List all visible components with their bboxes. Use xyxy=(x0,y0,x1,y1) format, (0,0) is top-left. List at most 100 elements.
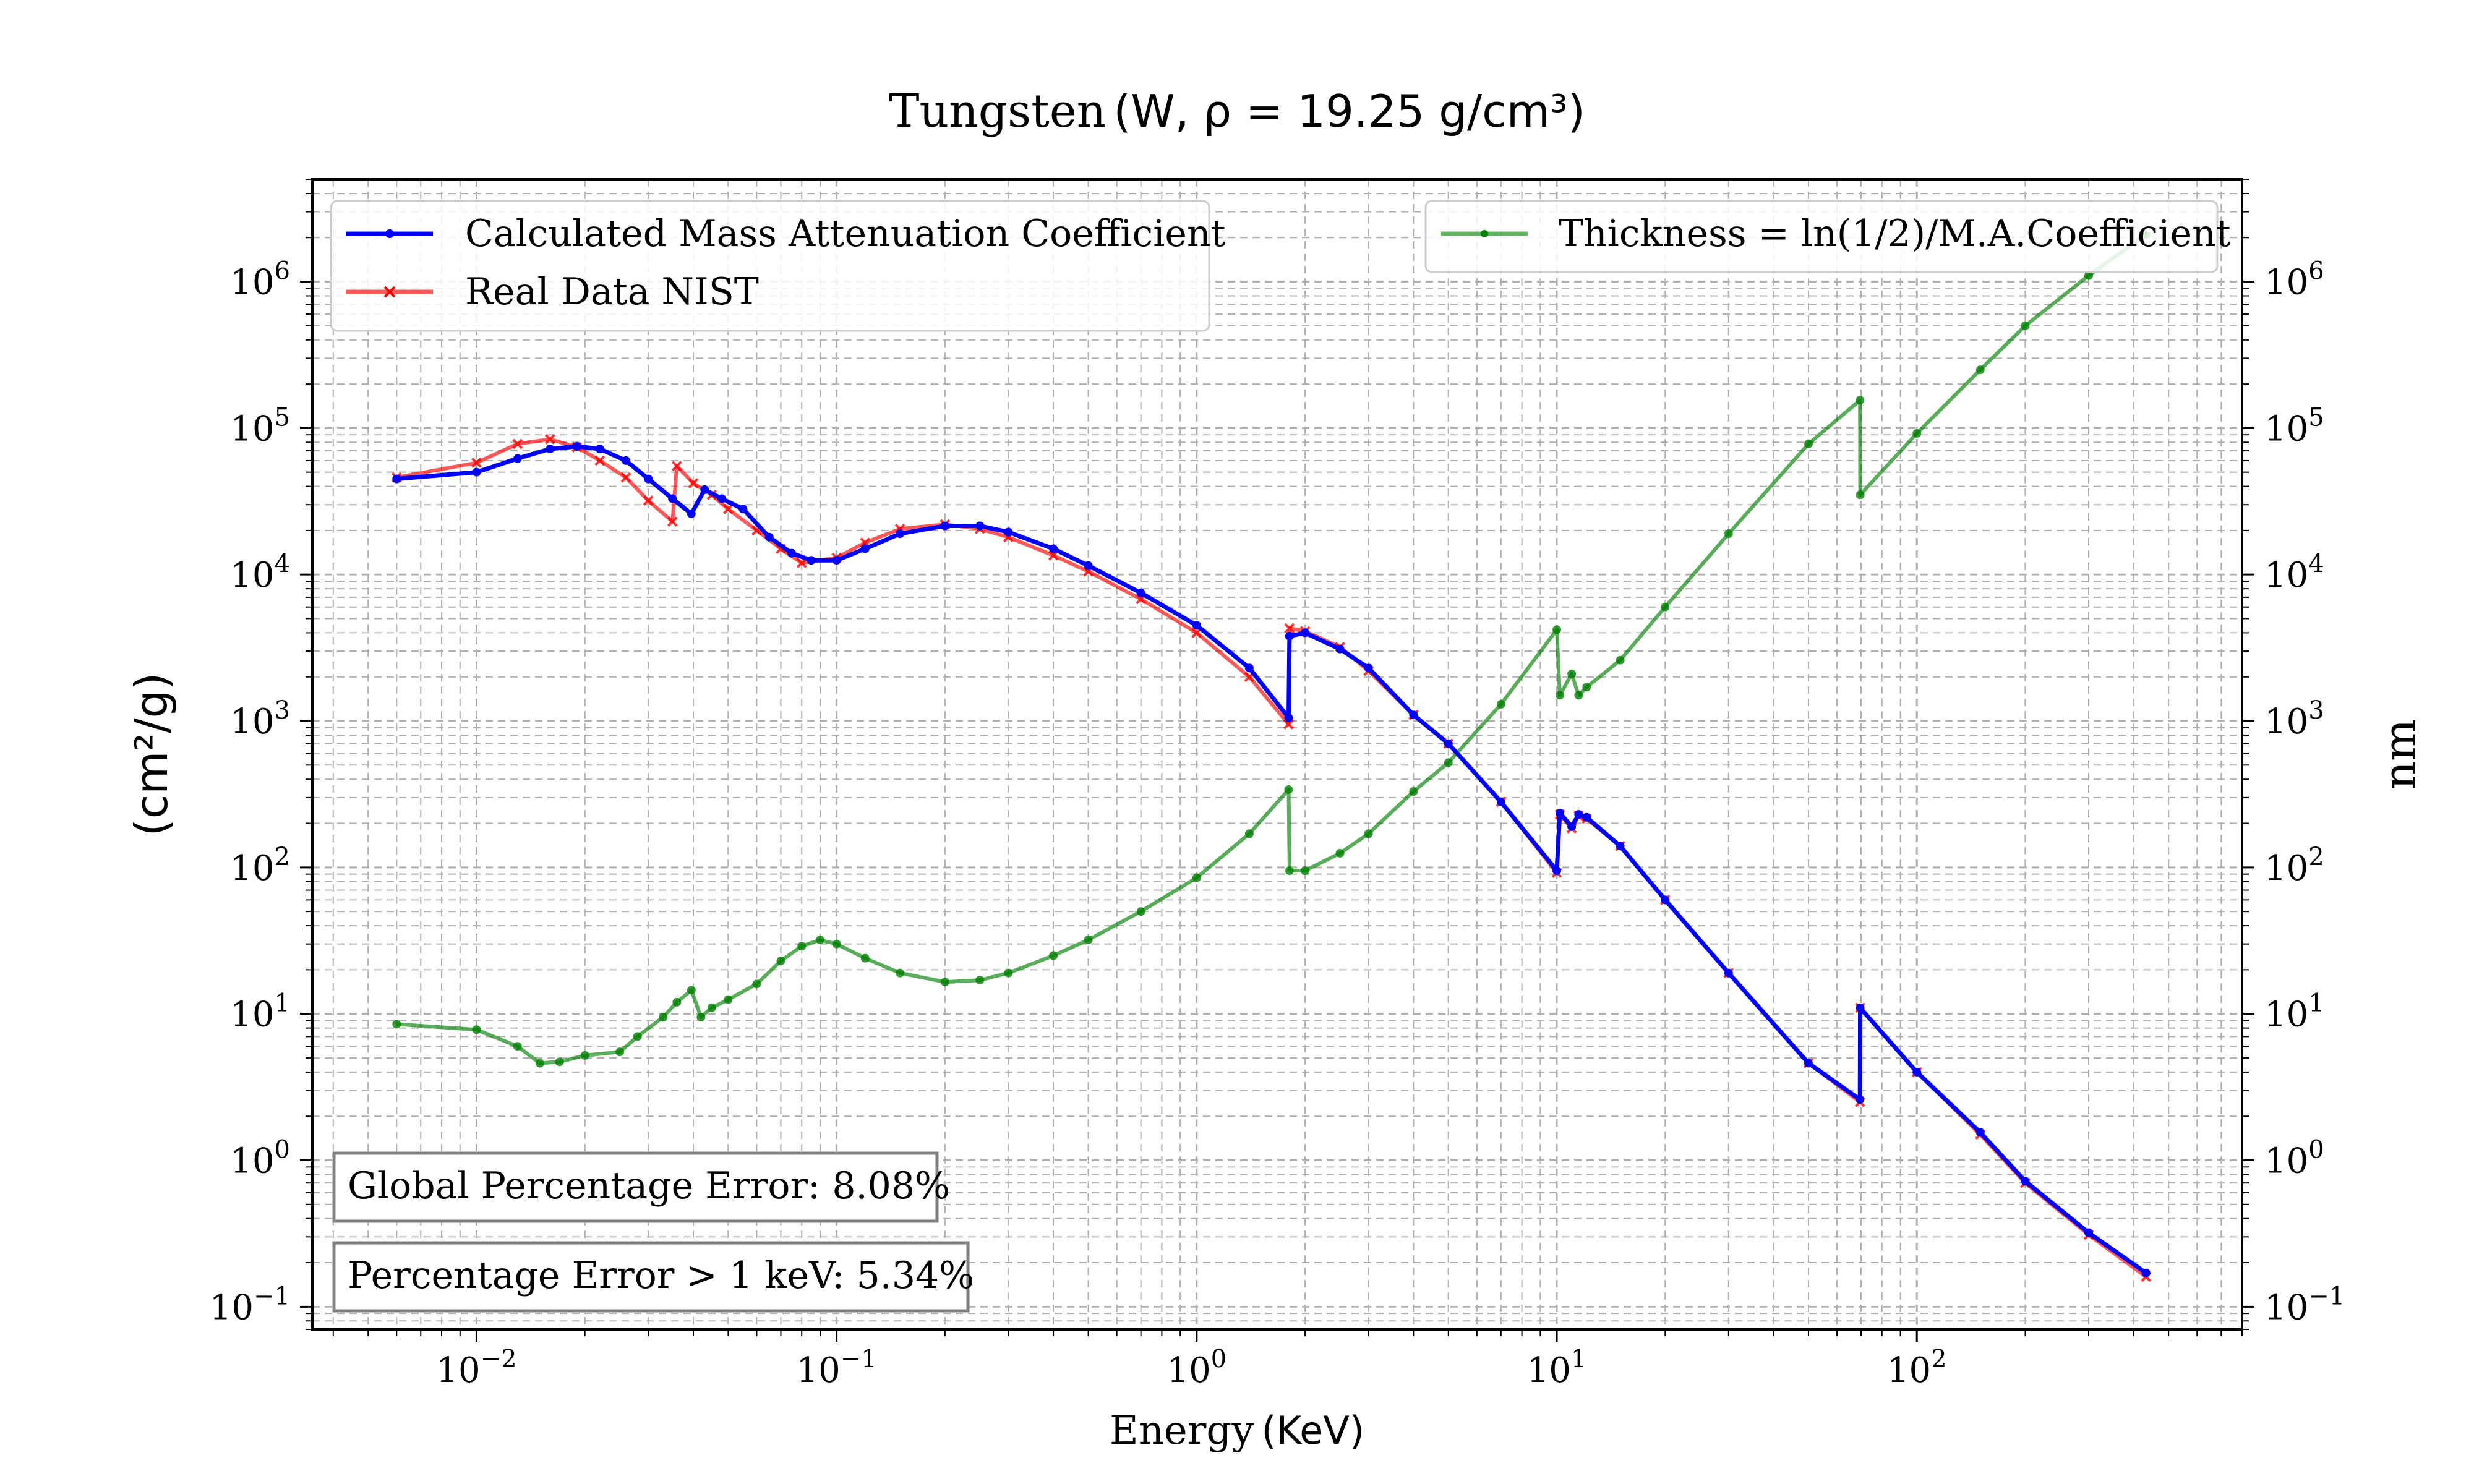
data-point xyxy=(392,474,401,484)
data-point xyxy=(787,548,796,558)
data-point xyxy=(513,454,522,463)
data-point xyxy=(815,936,824,945)
chart-title: Tungsten (W, ρ = 19.25 g/cm³) xyxy=(889,85,1585,138)
y-left-tick-label: 100 xyxy=(230,1135,290,1181)
data-point xyxy=(392,1020,401,1029)
legend-label-thickness: Thickness = ln(1/2)/M.A.Coefficient xyxy=(1559,212,2231,255)
data-point xyxy=(1084,561,1093,570)
data-point xyxy=(1444,758,1453,767)
legend-label-nist: Real Data NIST xyxy=(465,270,759,313)
data-point xyxy=(1301,866,1310,876)
data-point xyxy=(1552,866,1562,876)
data-point xyxy=(687,509,696,518)
data-point xyxy=(633,1032,642,1041)
y-left-tick-label: 106 xyxy=(230,257,290,303)
data-point xyxy=(2141,1268,2151,1277)
data-point xyxy=(594,455,606,466)
data-point xyxy=(1496,797,1505,806)
data-point xyxy=(687,986,696,995)
x-tick-label: 100 xyxy=(1166,1345,1226,1391)
data-point xyxy=(1496,700,1505,709)
legend-marker-thickness xyxy=(1481,230,1488,237)
data-point xyxy=(1567,669,1577,678)
data-point xyxy=(544,433,555,445)
data-point xyxy=(752,979,761,989)
series-line xyxy=(396,444,2147,1275)
data-point xyxy=(1283,719,1294,730)
x-tick-label: 102 xyxy=(1887,1345,1947,1391)
data-point xyxy=(1244,663,1254,673)
y-left-tick-label: 10−1 xyxy=(210,1282,290,1328)
data-point xyxy=(1912,429,1922,438)
data-point xyxy=(1661,895,1670,905)
data-point xyxy=(896,968,905,978)
data-point xyxy=(700,485,709,494)
data-point xyxy=(1444,739,1453,748)
data-point xyxy=(1856,396,1865,405)
y-right-tick-label: 102 xyxy=(2264,843,2324,889)
data-point xyxy=(472,467,481,477)
data-point xyxy=(1552,625,1562,634)
legend-right-frame xyxy=(1424,200,2219,273)
data-point xyxy=(1084,936,1093,945)
legend-left-frame xyxy=(330,200,1210,332)
data-point xyxy=(797,942,807,951)
data-point xyxy=(668,494,677,503)
data-point xyxy=(1004,527,1013,537)
data-point xyxy=(1048,550,1059,561)
data-point xyxy=(832,556,841,565)
data-point xyxy=(722,503,734,514)
data-point xyxy=(572,441,581,451)
data-point xyxy=(724,995,733,1004)
data-point xyxy=(622,456,631,465)
annotation-global-error: Global Percentage Error: 8.08% xyxy=(332,1151,950,1223)
data-point xyxy=(896,529,905,539)
y-right-tick-label: 106 xyxy=(2264,257,2324,303)
data-point xyxy=(1556,691,1565,700)
data-point xyxy=(2084,1228,2094,1237)
y-left-tick-label: 103 xyxy=(230,696,290,742)
data-point xyxy=(1582,812,1591,822)
data-point xyxy=(512,438,523,450)
data-point xyxy=(1409,710,1418,720)
data-point xyxy=(555,1057,564,1067)
data-point xyxy=(513,1042,522,1051)
data-point xyxy=(595,445,604,454)
data-point xyxy=(1409,787,1418,796)
data-point xyxy=(659,1012,668,1021)
data-point xyxy=(1567,822,1577,831)
legend-marker-calculated xyxy=(385,229,394,238)
data-point xyxy=(644,474,653,484)
y-left-tick-label: 101 xyxy=(230,989,290,1035)
y-left-tick-label: 102 xyxy=(230,843,290,889)
data-point xyxy=(1136,907,1145,916)
series-0 xyxy=(392,441,2151,1277)
data-point xyxy=(1975,1128,1985,1137)
data-point xyxy=(1724,529,1733,539)
data-point xyxy=(1616,655,1625,665)
data-point xyxy=(1285,631,1294,641)
x-tick-label: 10−1 xyxy=(797,1345,877,1391)
data-point xyxy=(1192,873,1201,882)
y-right-tick-label: 103 xyxy=(2264,696,2324,742)
y-axis-left-title: (cm²/g) xyxy=(126,673,178,837)
x-axis-title: Energy (KeV) xyxy=(1110,1408,1364,1454)
data-point xyxy=(1136,588,1145,597)
y-right-tick-label: 100 xyxy=(2264,1135,2324,1181)
data-point xyxy=(776,956,785,965)
data-point xyxy=(1804,1059,1813,1068)
annotation-error-above-1kev: Percentage Error > 1 keV: 5.34% xyxy=(332,1241,974,1313)
data-point xyxy=(1582,683,1591,692)
data-point xyxy=(1244,829,1254,838)
y-right-tick-label: 105 xyxy=(2264,403,2324,449)
data-point xyxy=(1285,866,1294,876)
data-point xyxy=(615,1047,625,1057)
data-point xyxy=(1335,644,1345,654)
data-point xyxy=(672,997,682,1007)
data-point xyxy=(707,1003,716,1012)
y-left-tick-label: 105 xyxy=(230,403,290,449)
data-point xyxy=(807,556,816,565)
data-point xyxy=(1049,951,1058,960)
data-point xyxy=(1004,968,1013,978)
